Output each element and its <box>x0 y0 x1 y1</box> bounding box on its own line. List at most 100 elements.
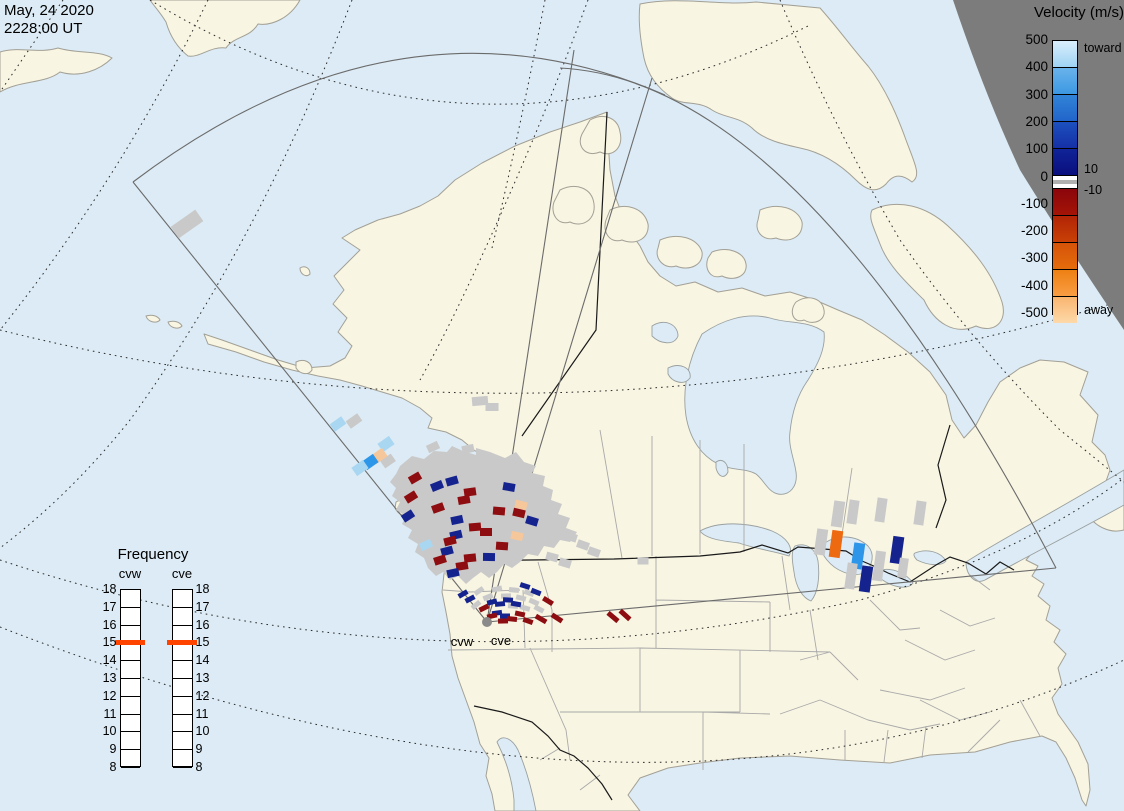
scatter-cell-neg <box>478 603 490 613</box>
frequency-bar-cvw <box>115 589 145 768</box>
scatter-cell-neg <box>403 490 419 504</box>
scatter-cell-gs <box>491 585 503 593</box>
velocity-tick-label: -100 <box>1020 195 1048 211</box>
scatter-cell-gs <box>471 395 489 407</box>
frequency-column-label-cve: cve <box>171 566 193 581</box>
gulf-of-california <box>496 737 537 811</box>
frequency-bar-cell <box>120 643 140 662</box>
scatter-cell-pos_weak <box>329 416 347 432</box>
velocity-colorbar-segment <box>1053 94 1077 121</box>
frequency-legend: Frequency cvw 18 17 16 15 14 13 12 11 10 9 8 cve 18 17… <box>86 546 226 788</box>
scatter-cell-gs <box>170 209 204 239</box>
scatter-cell-neg_mid <box>828 529 844 559</box>
scatter-cell-neg <box>443 535 457 547</box>
frequency-tick-label: 16 <box>195 617 210 632</box>
scatter-cell-pos <box>858 565 874 593</box>
velocity-legend: Velocity (m/s) 500 400 300 200 100 0 -100 -200 -… <box>984 4 1124 340</box>
velocity-tick-label: 200 <box>1025 113 1048 129</box>
scatter-cell-gs <box>470 599 482 611</box>
frequency-tick-label: 16 <box>102 617 117 632</box>
land-arctic-island <box>604 206 649 243</box>
radar-site-dot <box>482 617 492 627</box>
frequency-tick-label: 17 <box>195 599 210 614</box>
scatter-cell-pos <box>500 613 510 619</box>
scatter-cell-pos <box>525 515 539 527</box>
frequency-tick-label: 9 <box>109 742 117 757</box>
scatter-data-layer <box>170 209 927 626</box>
scatter-cell-neg <box>514 610 526 618</box>
velocity-colorbar-segment <box>1053 188 1077 215</box>
scatter-cell-pos <box>482 552 496 562</box>
land-kodiak-island <box>295 359 313 375</box>
scatter-cell-neg <box>495 541 509 551</box>
frequency-tick-label: 10 <box>102 724 117 739</box>
scatter-cell-pos <box>889 535 905 565</box>
velocity-tick-label: -200 <box>1020 223 1048 239</box>
frequency-tick-label: 12 <box>102 688 117 703</box>
time-text: 2228:00 UT <box>4 20 83 37</box>
scatter-cell-neg <box>463 553 477 563</box>
land-somerset-island <box>756 206 803 241</box>
velocity-colorbar-segment <box>1053 67 1077 94</box>
frequency-bar-cell <box>172 697 192 715</box>
night-terminator-region <box>953 0 1124 330</box>
scatter-cell-gs <box>523 588 535 598</box>
scatter-cell-pos_weak <box>351 459 369 477</box>
scatter-cell-gs <box>558 557 572 569</box>
scatter-cell-pos <box>494 601 506 607</box>
lake-winnipeg <box>715 460 729 477</box>
scatter-cell-gs <box>508 586 520 594</box>
scatter-cell-gs <box>533 604 545 614</box>
frequency-bar-cell <box>172 661 192 679</box>
land-banks-island <box>579 116 622 155</box>
scatter-cell-neg <box>522 616 534 626</box>
frequency-marker-cvw <box>115 640 145 646</box>
frequency-tick-label: 14 <box>195 653 210 668</box>
scatter-cell-pos <box>486 598 498 606</box>
velocity-tick-label: 100 <box>1025 141 1048 157</box>
scatter-cell-neg <box>550 612 564 624</box>
scatter-cell-gs <box>461 443 475 455</box>
scatter-cell-gs <box>844 562 858 590</box>
scatter-cell-gs <box>528 597 540 607</box>
frequency-tick-label: 10 <box>195 724 210 739</box>
velocity-tick-label: 400 <box>1025 59 1048 75</box>
ground-scatter-line <box>1053 180 1077 184</box>
frequency-tick-label: 18 <box>102 582 117 596</box>
frequency-legend-title: Frequency <box>117 546 189 563</box>
frequency-bar-cve <box>167 589 197 768</box>
frequency-tick-label: 14 <box>102 653 117 668</box>
fov-cve-right-edge <box>486 567 1057 623</box>
great-bear-lake <box>651 322 679 344</box>
scatter-cell-pos_mid <box>850 542 866 570</box>
land-victoria-island <box>638 0 918 191</box>
scatter-cell-neg_weak <box>510 530 524 542</box>
frequency-bar-cell <box>172 679 192 697</box>
frequency-tick-label: 12 <box>195 688 210 703</box>
date-text: May, 24 2020 <box>4 2 94 19</box>
frequency-bar-cell <box>172 643 192 662</box>
frequency-bar-cell <box>120 715 140 733</box>
scatter-cell-pos <box>530 587 542 597</box>
scatter-cell-gs <box>637 557 649 565</box>
scatter-cell-gs <box>871 550 887 582</box>
frequency-tick-label: 15 <box>195 635 210 650</box>
fov-cvw-arc <box>132 52 666 183</box>
scatter-cell-pos <box>510 600 522 608</box>
frequency-bar-cell <box>172 715 192 733</box>
scatter-cell-pos <box>429 480 445 492</box>
scatter-cell-gs <box>913 500 927 526</box>
frequency-tick-label: 13 <box>102 671 117 685</box>
scatter-cell-gs <box>575 539 591 551</box>
frequency-tick-label: 13 <box>195 671 210 685</box>
radar-label-cvw: cvw <box>451 634 474 649</box>
scatter-cell-gs <box>545 551 559 563</box>
scatter-cell-neg <box>455 561 469 571</box>
velocity-colorbar-segment <box>1053 41 1077 67</box>
scatter-cell-gs <box>897 557 909 579</box>
toward-label: toward <box>1084 41 1122 55</box>
velocity-tick-label: 500 <box>1025 32 1048 47</box>
velocity-tick-label: 300 <box>1025 86 1048 102</box>
frequency-bar-cell <box>120 661 140 679</box>
away-label: away <box>1084 303 1114 317</box>
